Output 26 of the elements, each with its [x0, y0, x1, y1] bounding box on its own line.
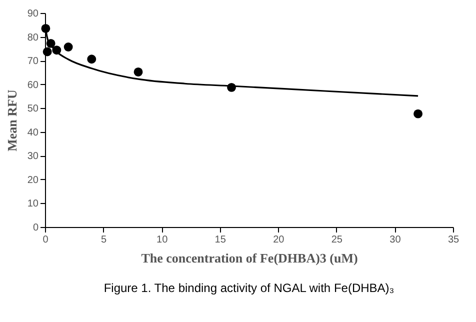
y-tick-label: 50	[27, 104, 39, 115]
x-tick-label: 10	[156, 234, 168, 246]
point	[42, 47, 52, 56]
x-tick-label: 35	[448, 234, 460, 246]
y-tick-label: 60	[27, 80, 39, 91]
x-tick-label: 5	[101, 234, 108, 246]
caption: Figure 1. The binding activity of NGAL with Fe(DHBA)₃	[104, 281, 394, 295]
x-axis-title: The concentration of Fe(DHBA)3 (uM)	[141, 250, 358, 266]
point	[134, 68, 143, 76]
y-tick-label: 90	[27, 8, 39, 20]
point	[64, 42, 73, 52]
x-tick-label: 15	[214, 234, 226, 246]
y-tick-label: 0	[32, 222, 39, 234]
x-tick-label: 20	[273, 234, 285, 246]
y-tick-label: 20	[27, 174, 39, 186]
point	[87, 54, 96, 64]
point	[414, 109, 422, 118]
y-tick-label: 80	[27, 32, 39, 44]
y-tick-label: 70	[27, 56, 39, 68]
y-tick-label: 40	[27, 127, 39, 138]
x-tick-label: 30	[390, 234, 402, 246]
x-tick-label: 25	[331, 234, 343, 246]
y-axis-title: Mean RFU	[4, 89, 20, 152]
y-tick-label: 30	[27, 151, 39, 162]
x-tick-label: 0	[42, 234, 49, 246]
y-tick-label: 10	[27, 198, 39, 210]
